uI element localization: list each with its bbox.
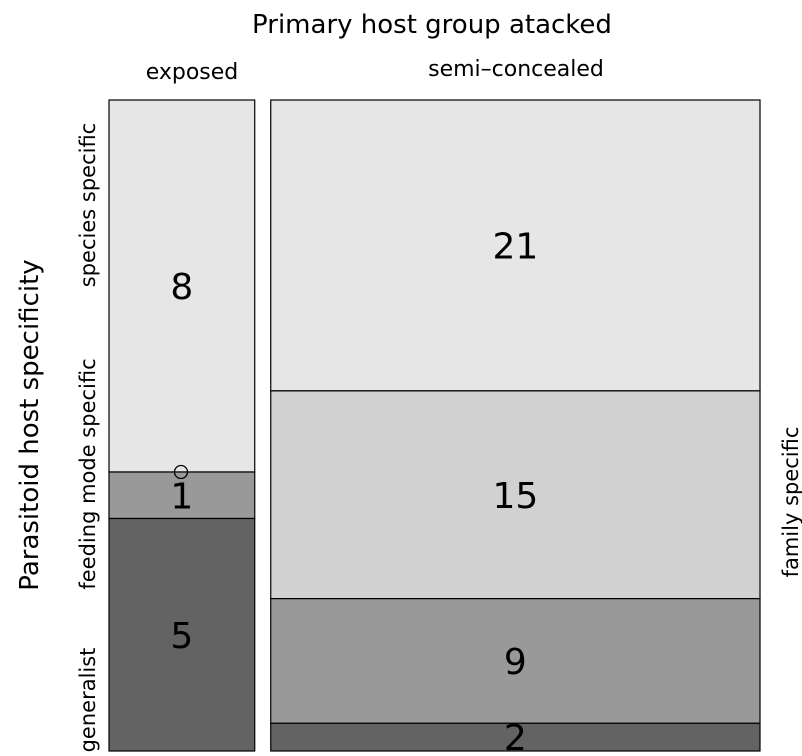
- count-label-c1-feeding-mode-specific: 9: [504, 642, 527, 683]
- tile-c1-family-specific: [270, 390, 761, 600]
- row-label-species-specific: species specific: [76, 123, 100, 287]
- count-label-c0-species-specific: 8: [170, 267, 193, 308]
- tile-c0-feeding-mode-specific: [108, 471, 256, 520]
- y-axis-label: Parasitoid host specificity: [15, 259, 45, 590]
- count-label-c1-family-specific: 15: [492, 476, 538, 517]
- count-label-c1-species-specific: 21: [492, 226, 538, 267]
- row-label-generalist: generalist: [76, 648, 100, 753]
- tile-c1-feeding-mode-specific: [270, 598, 761, 724]
- tile-c1-generalist: [270, 722, 761, 752]
- row-label-feeding-mode-specific: feeding mode specific: [76, 358, 100, 589]
- count-label-c0-generalist: 5: [170, 616, 193, 657]
- zero-cell-marker: [173, 464, 189, 480]
- row-label-family-specific: family specific: [779, 427, 802, 578]
- column-label-exposed: exposed: [146, 60, 239, 85]
- column-label-semi-concealed: semi–concealed: [428, 57, 604, 82]
- count-label-c1-generalist: 2: [504, 718, 527, 756]
- count-label-c0-feeding-mode-specific: 1: [170, 476, 193, 517]
- tile-c1-species-specific: [270, 99, 761, 392]
- chart-title: Primary host group atacked: [252, 10, 612, 40]
- tile-c0-generalist: [108, 517, 256, 752]
- tile-c0-species-specific: [108, 99, 256, 473]
